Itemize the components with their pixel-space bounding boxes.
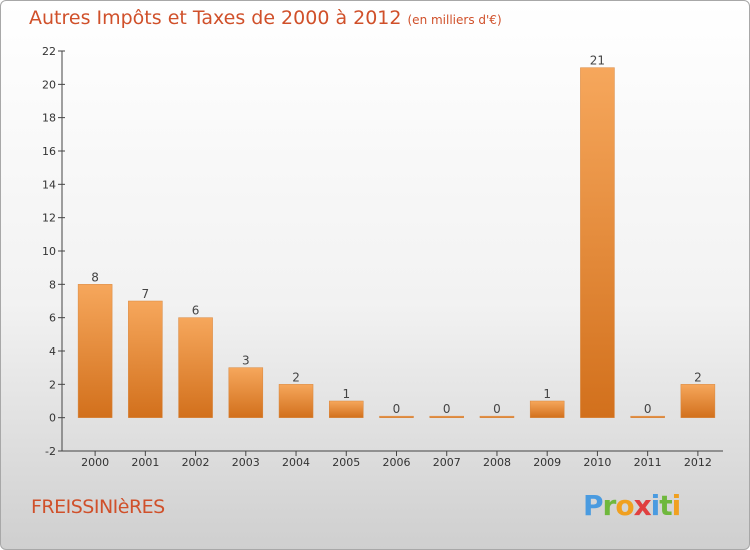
data-label-2002: 6 <box>192 304 200 318</box>
data-label-2004: 2 <box>292 370 300 384</box>
bar-2011 <box>630 415 665 418</box>
bar-2009 <box>529 400 565 418</box>
data-label-2005: 1 <box>342 387 350 401</box>
bars <box>77 67 716 418</box>
x-tick-label-2006: 2006 <box>383 456 411 469</box>
axes <box>58 50 723 456</box>
bar-2004 <box>278 384 314 418</box>
logo-letter: i <box>650 489 661 522</box>
bar-2007 <box>429 415 464 418</box>
x-tick-label-2012: 2012 <box>684 456 712 469</box>
x-tick-label-2004: 2004 <box>282 456 310 469</box>
title-text: Autres Impôts et Taxes de 2000 à 2012 <box>29 7 402 29</box>
y-tick-labels: -2 0 2 4 6 8 10 12 14 16 18 20 22 <box>42 45 56 458</box>
logo-letter: r <box>602 489 617 522</box>
data-label-2011: 0 <box>644 402 652 416</box>
proxiti-logo: Proxiti <box>583 489 682 522</box>
logo-letter: o <box>615 489 634 522</box>
x-tick-label-2000: 2000 <box>81 456 109 469</box>
bar-2005 <box>329 400 364 418</box>
y-tick-label: 4 <box>49 345 56 358</box>
bar-2008 <box>479 415 515 418</box>
bar-2000 <box>77 284 113 418</box>
y-tick-label: 14 <box>42 178 56 191</box>
data-label-2009: 1 <box>543 387 551 401</box>
unit-label: (en milliers d'€) <box>407 13 502 27</box>
y-tick-label: -2 <box>45 445 56 458</box>
data-label-2000: 8 <box>91 270 99 284</box>
bar-2006 <box>379 415 414 418</box>
x-tick-label-2011: 2011 <box>634 456 662 469</box>
x-tick-label-2005: 2005 <box>332 456 360 469</box>
bar-2010 <box>580 67 615 418</box>
data-label-2006: 0 <box>393 402 401 416</box>
logo-letter: P <box>583 489 604 522</box>
x-tick-label-2010: 2010 <box>583 456 611 469</box>
y-tick-label: 2 <box>49 378 56 391</box>
x-tick-labels: 2000 2001 2002 2003 2004 2005 2006 2007 2008 2009… <box>81 456 712 469</box>
x-tick-label-2009: 2009 <box>533 456 561 469</box>
x-tick-label-2001: 2001 <box>131 456 159 469</box>
x-tick-label-2007: 2007 <box>433 456 461 469</box>
y-tick-label: 12 <box>42 212 56 225</box>
y-tick-label: 0 <box>49 412 56 425</box>
x-tick-label-2008: 2008 <box>483 456 511 469</box>
x-tick-label-2003: 2003 <box>232 456 260 469</box>
bar-2012 <box>680 384 716 418</box>
y-tick-label: 22 <box>42 45 56 58</box>
data-label-2012: 2 <box>694 370 702 384</box>
x-tick-label-2002: 2002 <box>182 456 210 469</box>
data-label-2007: 0 <box>443 402 451 416</box>
y-tick-label: 10 <box>42 245 56 258</box>
bar-2003 <box>228 367 264 418</box>
logo-letter: i <box>671 489 682 522</box>
data-label-2003: 3 <box>242 354 250 368</box>
y-tick-label: 8 <box>49 278 56 291</box>
chart-title: Autres Impôts et Taxes de 2000 à 2012 (en… <box>29 7 502 29</box>
bar-2001 <box>128 300 163 418</box>
data-label-2001: 7 <box>142 287 150 301</box>
data-label-2010: 21 <box>590 54 605 68</box>
commune-name: FREISSINIèRES <box>31 496 165 518</box>
bar-2002 <box>178 317 213 418</box>
logo-letter: t <box>659 489 672 522</box>
y-tick-label: 18 <box>42 112 56 125</box>
y-tick-label: 20 <box>42 78 56 91</box>
data-label-2008: 0 <box>493 402 501 416</box>
y-tick-label: 6 <box>49 312 56 325</box>
logo-letter: x <box>633 489 652 522</box>
y-tick-label: 16 <box>42 145 56 158</box>
